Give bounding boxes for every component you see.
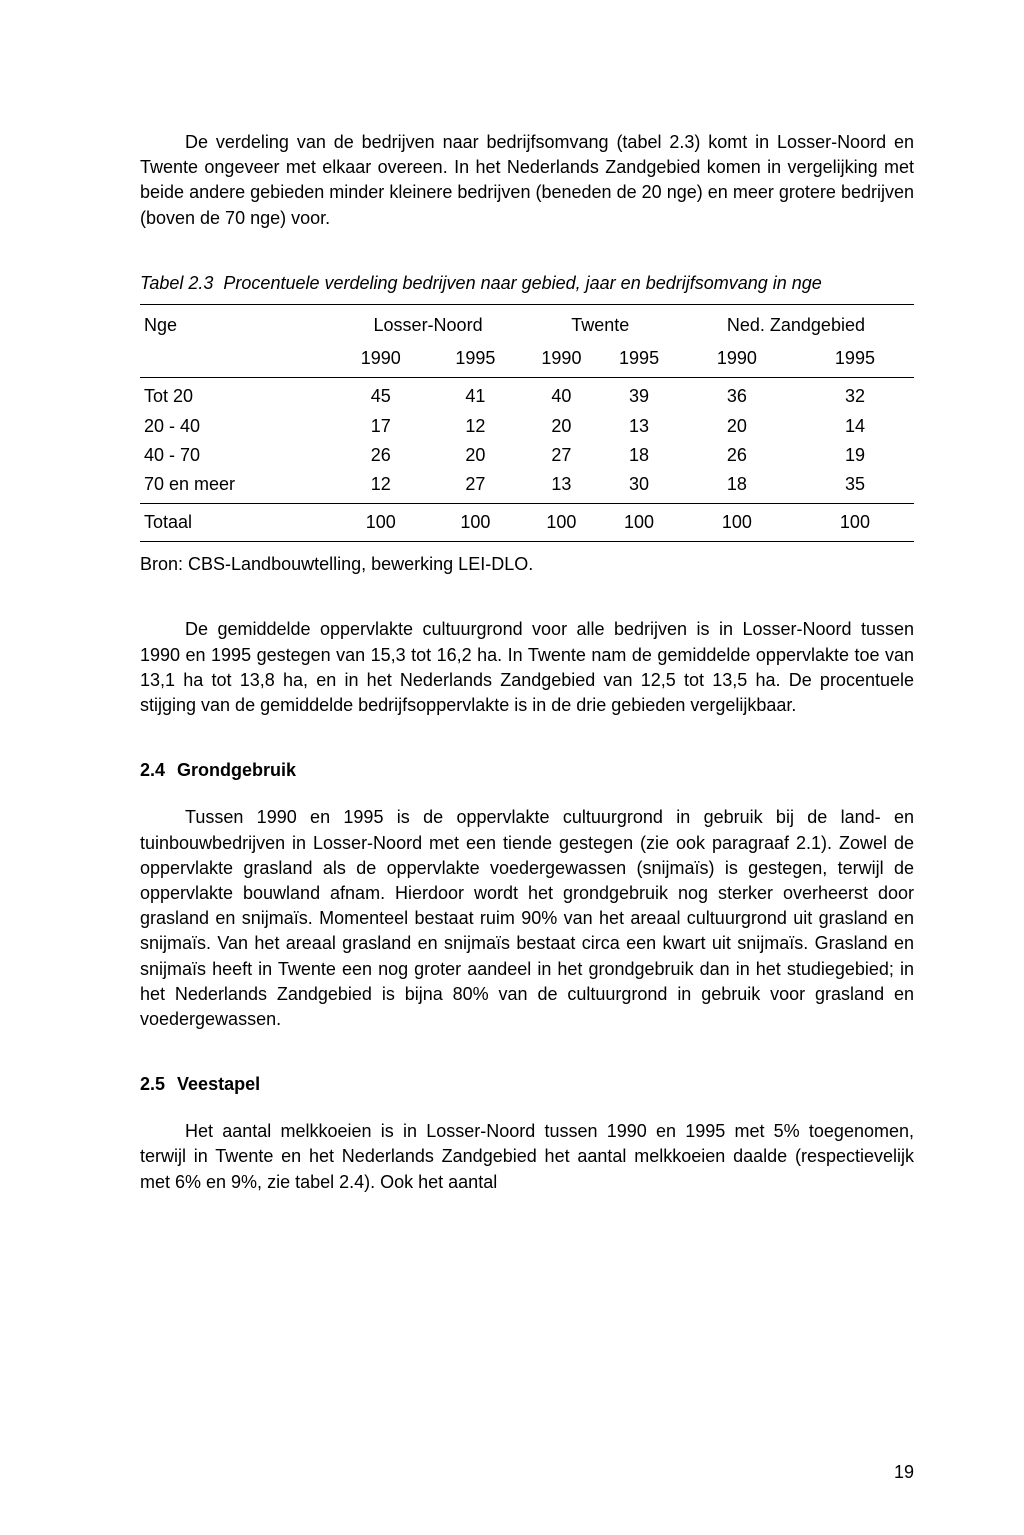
region-header: Losser-Noord: [334, 304, 523, 342]
year-header: 1995: [796, 342, 914, 378]
section-heading-veestapel: 2.5 Veestapel: [140, 1072, 914, 1097]
cell: 26: [678, 441, 796, 470]
cell: 100: [428, 504, 523, 542]
table-row: 20 - 40 17 12 20 13 20 14: [140, 412, 914, 441]
cell: 32: [796, 378, 914, 412]
region-header: Ned. Zandgebied: [678, 304, 914, 342]
cell: 14: [796, 412, 914, 441]
caption-label: Tabel 2.3: [140, 273, 213, 293]
empty-cell: [140, 342, 334, 378]
cell: 12: [334, 470, 429, 504]
section-title: Grondgebruik: [177, 760, 296, 780]
cell: 26: [334, 441, 429, 470]
region-header: Twente: [523, 304, 678, 342]
cell: 12: [428, 412, 523, 441]
table-row: 70 en meer 12 27 13 30 18 35: [140, 470, 914, 504]
cell: 40: [523, 378, 601, 412]
cell: 100: [678, 504, 796, 542]
total-label: Totaal: [140, 504, 334, 542]
year-header: 1995: [600, 342, 678, 378]
cell: 18: [678, 470, 796, 504]
cell: 27: [523, 441, 601, 470]
cell: 13: [523, 470, 601, 504]
cell: 19: [796, 441, 914, 470]
cell: 17: [334, 412, 429, 441]
year-header: 1990: [523, 342, 601, 378]
section-heading-grondgebruik: 2.4 Grondgebruik: [140, 758, 914, 783]
total-row: Totaal 100 100 100 100 100 100: [140, 504, 914, 542]
year-header: 1990: [678, 342, 796, 378]
year-header: 1995: [428, 342, 523, 378]
section-number: 2.5: [140, 1072, 165, 1097]
table-source: Bron: CBS-Landbouwtelling, bewerking LEI…: [140, 552, 914, 577]
year-header: 1990: [334, 342, 429, 378]
row-label: Tot 20: [140, 378, 334, 412]
section-number: 2.4: [140, 758, 165, 783]
cell: 20: [428, 441, 523, 470]
row-label: 20 - 40: [140, 412, 334, 441]
cell: 35: [796, 470, 914, 504]
cell: 13: [600, 412, 678, 441]
paragraph-avg: De gemiddelde oppervlakte cultuurgrond v…: [140, 617, 914, 718]
paragraph-grondgebruik: Tussen 1990 en 1995 is de oppervlakte cu…: [140, 805, 914, 1032]
table-row: 40 - 70 26 20 27 18 26 19: [140, 441, 914, 470]
paragraph-intro: De verdeling van de bedrijven naar bedri…: [140, 130, 914, 231]
cell: 39: [600, 378, 678, 412]
cell: 100: [600, 504, 678, 542]
cell: 30: [600, 470, 678, 504]
cell: 20: [678, 412, 796, 441]
row-label: 70 en meer: [140, 470, 334, 504]
cell: 100: [796, 504, 914, 542]
data-table: Nge Losser-Noord Twente Ned. Zandgebied …: [140, 304, 914, 542]
section-title: Veestapel: [177, 1074, 260, 1094]
cell: 18: [600, 441, 678, 470]
cell: 27: [428, 470, 523, 504]
cell: 100: [334, 504, 429, 542]
page-number: 19: [894, 1460, 914, 1485]
table-caption: Tabel 2.3 Procentuele verdeling bedrijve…: [140, 271, 914, 296]
cell: 41: [428, 378, 523, 412]
cell: 36: [678, 378, 796, 412]
row-label: 40 - 70: [140, 441, 334, 470]
cell: 45: [334, 378, 429, 412]
cell: 20: [523, 412, 601, 441]
table-row: Tot 20 45 41 40 39 36 32: [140, 378, 914, 412]
paragraph-veestapel: Het aantal melkkoeien is in Losser-Noord…: [140, 1119, 914, 1195]
caption-text: Procentuele verdeling bedrijven naar geb…: [223, 273, 821, 293]
col-label: Nge: [140, 304, 334, 342]
cell: 100: [523, 504, 601, 542]
